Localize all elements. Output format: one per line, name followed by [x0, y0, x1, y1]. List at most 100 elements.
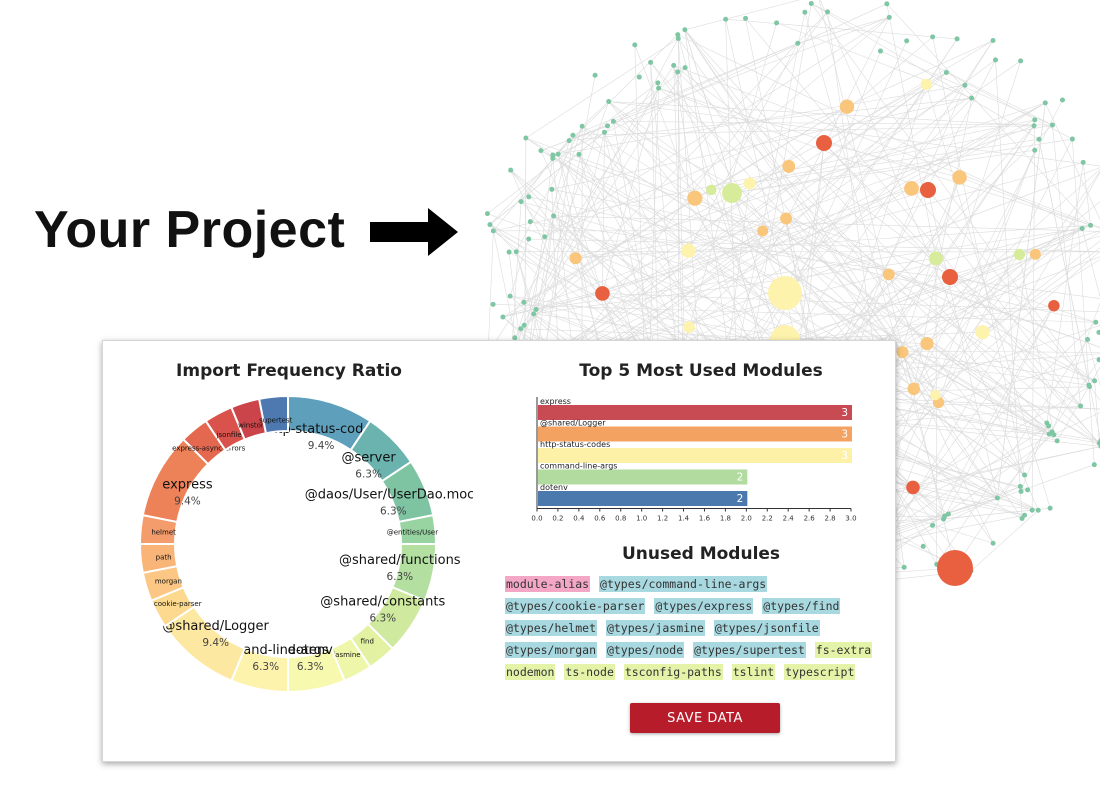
graph-node — [636, 74, 642, 80]
graph-node — [975, 325, 990, 340]
graph-node — [538, 148, 544, 154]
unused-module-tag: @types/jsonfile — [713, 620, 820, 636]
donut-segment-label: @shared/Logger — [162, 619, 269, 634]
graph-node — [795, 40, 801, 46]
unused-module-tag: module-alias — [505, 576, 591, 592]
x-tick-label: 2.4 — [783, 515, 795, 523]
donut-segment-label: express — [162, 477, 213, 492]
graph-node — [1042, 100, 1048, 106]
graph-node — [757, 225, 769, 237]
graph-node — [1047, 505, 1053, 511]
donut-segment-label: jsonfile — [216, 431, 242, 439]
donut-segment-percent: 6.3% — [386, 571, 413, 583]
graph-node — [555, 151, 561, 157]
bar — [538, 469, 748, 485]
graph-node — [1085, 336, 1090, 342]
donut-segment-label: find — [361, 638, 374, 646]
graph-node — [687, 190, 703, 206]
graph-node — [942, 269, 958, 285]
graph-node — [920, 337, 934, 351]
graph-node — [518, 326, 524, 332]
donut-segment-label: supertest — [259, 417, 292, 425]
graph-node — [518, 199, 524, 205]
bar-value-label: 2 — [737, 472, 744, 484]
graph-node — [648, 59, 654, 65]
unused-module-tag: @types/helmet — [505, 620, 598, 636]
unused-module-tag: @types/command-line-args — [599, 576, 768, 592]
graph-node — [569, 252, 582, 265]
donut-segment-label: dotenv — [288, 643, 334, 658]
save-data-button[interactable]: SAVE DATA — [630, 703, 780, 733]
graph-node — [533, 306, 539, 312]
unused-module-tag: @types/node — [605, 642, 685, 658]
donut-segment-label: morgan — [155, 577, 182, 585]
donut-segment-label: @shared/functions — [339, 553, 461, 568]
bar-value-label: 3 — [841, 450, 848, 462]
graph-node — [521, 299, 527, 305]
graph-node — [930, 34, 936, 40]
graph-node — [1036, 136, 1042, 142]
graph-node — [1029, 248, 1041, 260]
x-tick-label: 0.0 — [531, 515, 542, 523]
x-tick-label: 1.6 — [699, 515, 711, 523]
graph-node — [774, 20, 780, 26]
graph-node — [990, 540, 996, 546]
graph-node — [566, 138, 572, 144]
graph-node — [682, 27, 688, 33]
top-modules-bar-chart: express 3 @shared/Logger 3 http-status-codes… — [531, 397, 857, 523]
graph-node — [945, 511, 951, 517]
x-tick-label: 2.2 — [762, 515, 773, 523]
donut-segment-percent: 6.3% — [380, 505, 407, 517]
analysis-card: Import Frequency Ratio http-status-codes… — [102, 340, 896, 762]
graph-node — [681, 243, 696, 258]
graph-node — [570, 132, 576, 138]
bar-chart-title: Top 5 Most Used Modules — [579, 361, 823, 381]
graph-node — [1079, 225, 1085, 231]
graph-node — [1021, 472, 1027, 478]
graph-node — [542, 234, 548, 240]
graph-node — [952, 170, 967, 185]
donut-segment-percent: 9.4% — [308, 440, 335, 452]
unused-module-tag: fs-extra — [814, 642, 873, 658]
unused-module-tag: tsconfig-paths — [623, 664, 723, 680]
x-tick-label: 2.8 — [824, 515, 835, 523]
graph-node — [1032, 147, 1038, 153]
x-tick-label: 0.2 — [552, 515, 563, 523]
donut-segment-label: @entities/User — [387, 529, 439, 537]
graph-node — [943, 70, 949, 76]
graph-node — [839, 99, 855, 114]
graph-node — [920, 78, 932, 91]
graph-node — [896, 346, 909, 359]
graph-node — [1032, 117, 1038, 123]
graph-node — [1018, 488, 1024, 494]
graph-node — [1088, 222, 1094, 228]
graph-node — [877, 48, 883, 54]
bar — [538, 491, 748, 506]
graph-node — [1096, 357, 1100, 363]
graph-node — [1022, 512, 1028, 518]
graph-node — [954, 36, 960, 42]
graph-node — [1086, 382, 1092, 388]
graph-node — [1031, 123, 1037, 129]
graph-node — [604, 123, 610, 129]
graph-node — [1080, 159, 1086, 165]
donut-segment-label: helmet — [151, 529, 176, 537]
graph-node — [512, 335, 518, 341]
graph-node — [993, 57, 999, 63]
graph-node — [1035, 507, 1041, 513]
bar — [538, 426, 852, 442]
graph-node — [655, 80, 661, 86]
donut-segment-percent: 6.3% — [355, 468, 382, 480]
donut-segment-percent: 6.3% — [252, 661, 279, 673]
bar-category-label: dotenv — [540, 483, 568, 492]
graph-node — [920, 543, 926, 549]
graph-node — [632, 42, 638, 48]
x-tick-label: 3.0 — [845, 515, 856, 523]
graph-node — [1029, 507, 1035, 513]
bar-category-label: express — [540, 397, 571, 406]
graph-node — [808, 1, 814, 7]
graph-node — [1049, 122, 1055, 128]
graph-node — [705, 184, 717, 196]
graph-node — [906, 480, 920, 495]
donut-segment-label: jasmine — [332, 651, 360, 659]
